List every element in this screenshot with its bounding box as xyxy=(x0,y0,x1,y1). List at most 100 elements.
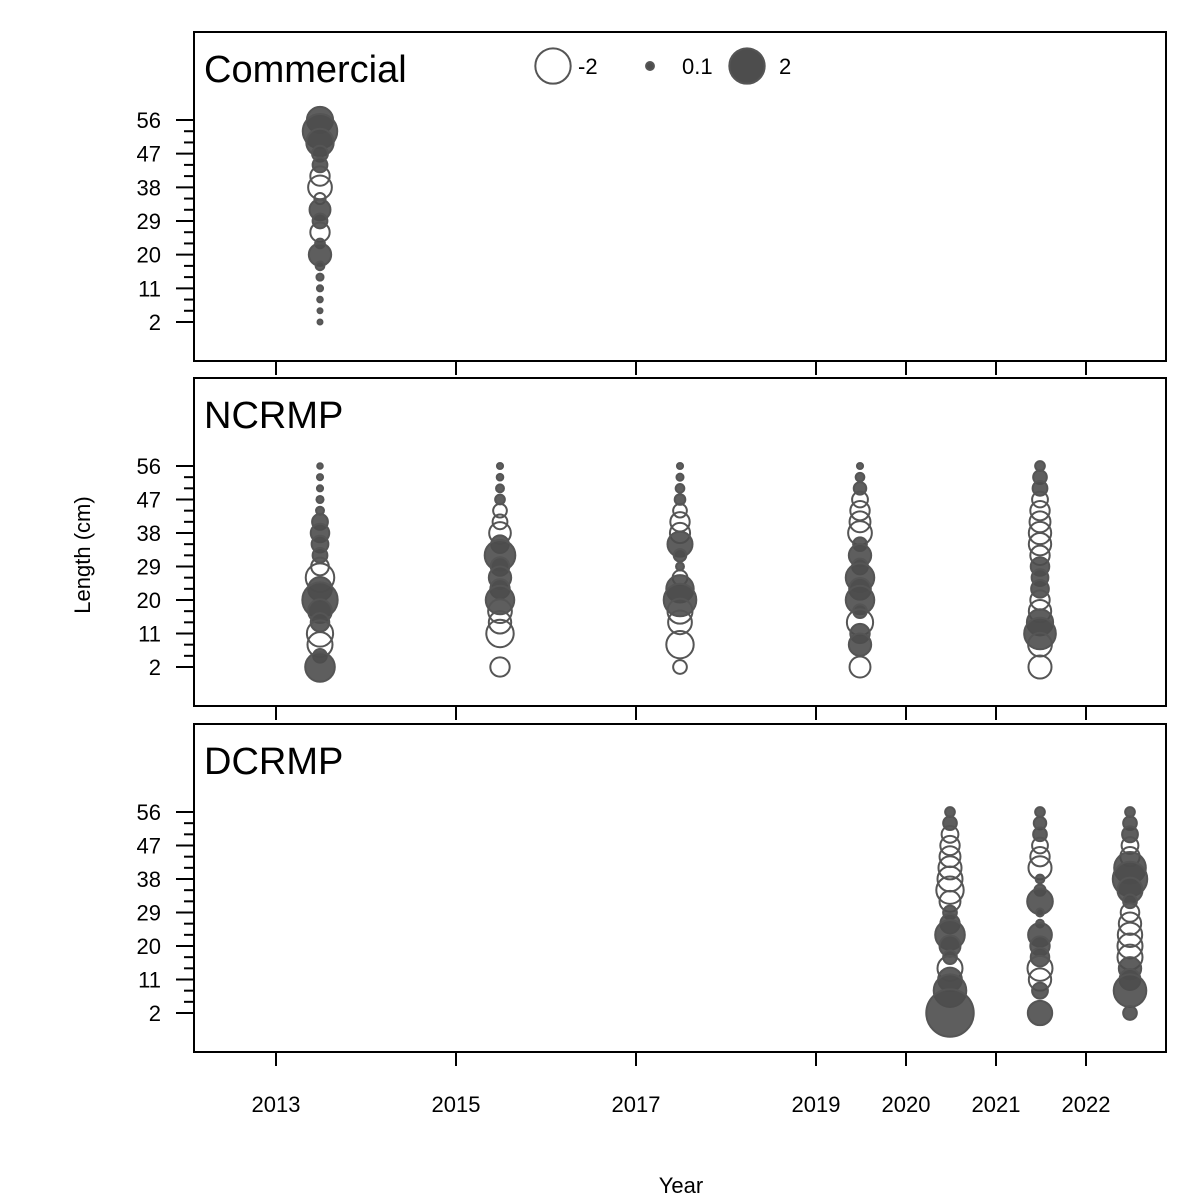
bubble-positive xyxy=(495,472,505,482)
y-tick-label: 2 xyxy=(149,655,161,680)
y-tick-label: 20 xyxy=(137,243,161,268)
y-tick-label: 29 xyxy=(137,901,161,926)
bubble-negative xyxy=(305,619,335,648)
y-tick-label: 29 xyxy=(137,209,161,234)
panel-commercial: Commercial 2 11 20 29 38 47 56 xyxy=(137,31,1167,375)
bubble-positive xyxy=(315,284,325,293)
bubble-negative xyxy=(1117,911,1143,936)
y-tick-label: 29 xyxy=(137,555,161,580)
y-tick-label: 20 xyxy=(137,588,161,613)
bubble-negative xyxy=(851,490,869,509)
bubble-positive xyxy=(1029,946,1051,968)
y-tick-label: 38 xyxy=(137,521,161,546)
bubble-negative xyxy=(1031,490,1049,509)
bubble-negative xyxy=(669,511,691,533)
x-tick-label: 2013 xyxy=(252,1092,301,1117)
y-axis-title: Length (cm) xyxy=(70,496,95,613)
bubble-positive xyxy=(316,295,324,304)
bubble-positive xyxy=(304,651,336,683)
y-tick-label: 11 xyxy=(138,276,161,301)
bubble-negative xyxy=(1026,954,1054,982)
bubble-positive xyxy=(674,483,686,494)
bubble-negative xyxy=(485,618,515,649)
bubble-negative xyxy=(1116,932,1144,960)
legend-marker xyxy=(645,61,655,71)
bubble-positive xyxy=(672,548,688,563)
bubble-positive xyxy=(495,461,505,471)
panel-ncrmp: NCRMP 2 11 20 29 38 47 56 xyxy=(137,377,1167,720)
bubble-positive xyxy=(675,472,685,482)
bubble-positive xyxy=(495,483,505,494)
y-tick-label: 47 xyxy=(137,834,161,859)
bubble-negative xyxy=(665,629,695,660)
legend-label: 2 xyxy=(779,54,791,79)
bubble-negative xyxy=(487,610,513,635)
bubble-positive xyxy=(1112,973,1148,1008)
bubble-negative xyxy=(1029,845,1051,868)
bubble-positive xyxy=(1122,1005,1138,1021)
bubble-positive xyxy=(1122,893,1138,910)
bubble-negative xyxy=(309,165,331,187)
bubble-negative xyxy=(940,824,960,844)
x-tick-label: 2015 xyxy=(432,1092,481,1117)
panel-frame xyxy=(193,723,1167,1053)
bubble-positive xyxy=(315,484,325,493)
y-tick-label: 2 xyxy=(149,310,161,335)
y-tick-label: 47 xyxy=(137,488,161,513)
bubble-negative xyxy=(672,659,688,675)
y-tick-label: 56 xyxy=(137,800,161,825)
x-axis-title: Year xyxy=(659,1173,703,1198)
bubble-negative xyxy=(937,855,963,881)
y-tick-label: 11 xyxy=(138,968,161,993)
bubble-negative xyxy=(848,655,872,679)
bubble-positive xyxy=(1035,907,1045,918)
bubble-positive xyxy=(316,318,324,326)
x-tick-label: 2022 xyxy=(1062,1092,1111,1117)
bubble-positive xyxy=(675,561,685,572)
legend-label: -2 xyxy=(578,54,598,79)
x-axis: 2013 2015 2017 2019 2020 2021 2022 xyxy=(252,1092,1111,1117)
bubble-negative xyxy=(935,875,965,905)
bubble-positive xyxy=(316,307,324,315)
bubble-positive xyxy=(662,582,698,618)
bubble-negative xyxy=(492,502,508,519)
legend-marker xyxy=(534,47,572,85)
x-tick-label: 2019 xyxy=(792,1092,841,1117)
panel-frame xyxy=(193,31,1167,362)
bubble-positive xyxy=(855,461,865,471)
y-tick-label: 11 xyxy=(138,622,161,647)
bubble-negative xyxy=(1027,520,1053,546)
legend: -2 0.1 2 xyxy=(534,47,791,85)
bubble-positive xyxy=(1034,806,1046,818)
bubble-negative xyxy=(307,174,333,201)
panels: Commercial 2 11 20 29 38 47 56 NCRMP 2 11 20 29 38 47 5… xyxy=(137,31,1167,1066)
y-tick-label: 47 xyxy=(137,142,161,167)
bubble-positive xyxy=(1026,999,1054,1027)
bubble-positive xyxy=(311,156,329,174)
bubble-negative xyxy=(1029,499,1051,522)
legend-marker xyxy=(728,47,766,85)
bubble-negative xyxy=(667,609,693,636)
panel-dcrmp: DCRMP 2 11 20 29 38 47 56 xyxy=(137,723,1167,1066)
bubble-positive xyxy=(314,260,326,272)
x-tick-label: 2020 xyxy=(882,1092,931,1117)
y-tick-label: 56 xyxy=(137,454,161,479)
bubble-negative xyxy=(489,656,511,678)
bubble-positive xyxy=(1030,578,1050,599)
bubble-positive xyxy=(315,473,325,482)
bubble-positive xyxy=(854,471,866,483)
bubble-negative xyxy=(666,597,694,625)
bubble-negative xyxy=(1027,654,1053,680)
bubble-positive xyxy=(1034,873,1046,885)
y-tick-label: 20 xyxy=(137,934,161,959)
bubble-negative xyxy=(939,834,961,857)
bubble-negative xyxy=(1031,836,1049,855)
bubble-positive xyxy=(315,494,325,505)
bubble-positive xyxy=(847,632,873,657)
bubble-positive xyxy=(925,988,975,1038)
y-tick-label: 38 xyxy=(137,175,161,200)
panel-frame xyxy=(193,377,1167,707)
panel-title: DCRMP xyxy=(204,741,343,783)
bubble-positive xyxy=(311,212,329,230)
